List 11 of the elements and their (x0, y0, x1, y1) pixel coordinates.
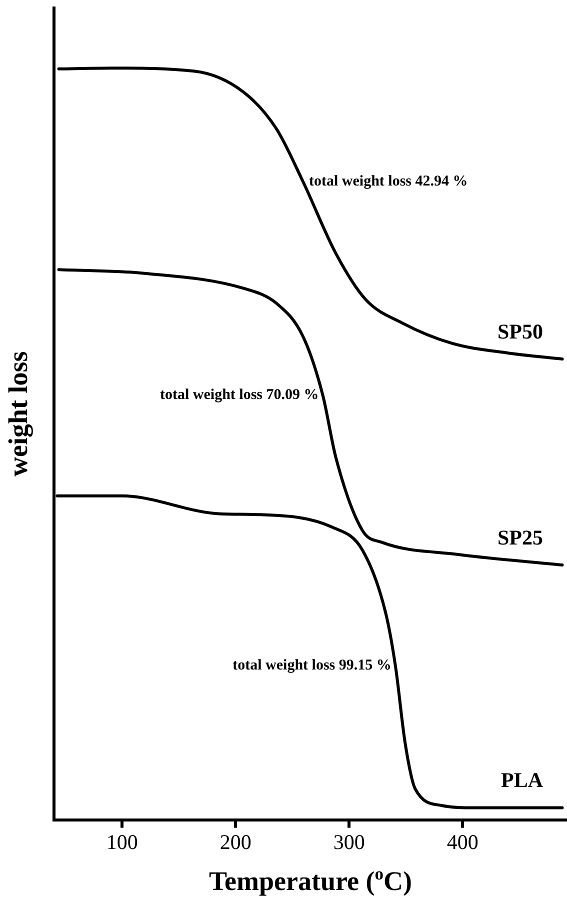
annotation: total weight loss 42.94 % (309, 174, 468, 190)
annotation: total weight loss 70.09 % (160, 386, 319, 403)
series-label: SP25 (497, 525, 544, 550)
series-label: SP50 (497, 319, 544, 344)
y-axis-title: weight loss (2, 351, 33, 477)
x-tick-label: 300 (333, 830, 365, 854)
x-tick-label: 200 (220, 830, 252, 854)
annotation: total weight loss 99.15 % (232, 658, 392, 674)
x-tick-label: 100 (106, 830, 138, 854)
series-label: PLA (501, 768, 544, 792)
x-tick-label: 400 (446, 830, 478, 854)
